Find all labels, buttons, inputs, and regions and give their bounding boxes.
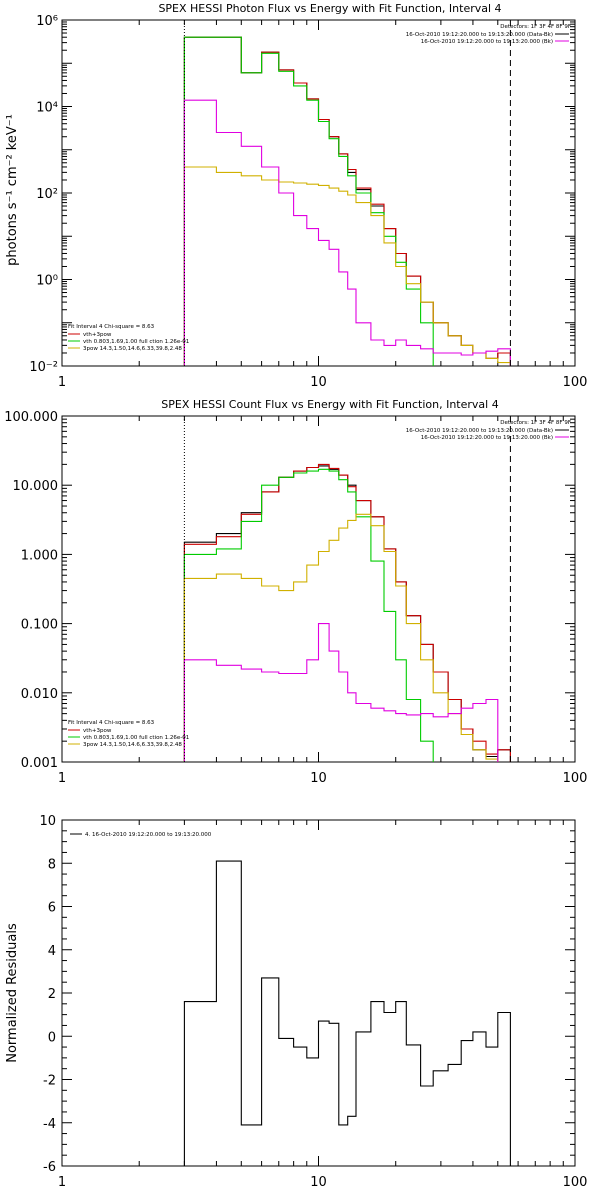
y-tick-label: 0.100: [21, 618, 58, 633]
chart-title: SPEX HESSI Photon Flux vs Energy with Fi…: [158, 2, 501, 15]
chart-title: SPEX HESSI Count Flux vs Energy with Fit…: [161, 398, 498, 411]
y-ticks: 10⁻² 10⁰ 10² 10⁴ 10⁶: [29, 14, 575, 375]
x-tick-label: 10: [310, 1175, 327, 1190]
fit-legend: Fit Interval 4 Chi-square = 8.63 vth+3pow…: [68, 324, 189, 352]
x-tick-label: 1: [58, 375, 66, 390]
y-tick-label: 1.000: [21, 548, 58, 563]
plot-2: SPEX HESSI Count Flux vs Energy with Fit…: [4, 398, 587, 786]
plot-3: Normalized Residuals 1 10 100 -6 -4 -2 0 2 4 6 8 10 4…: [5, 814, 587, 1190]
y-tick-label: 10⁶: [36, 14, 58, 29]
x-tick-label: 10: [310, 375, 327, 390]
y-axis-label: Normalized Residuals: [5, 923, 20, 1063]
y-tick-label: 0.010: [21, 687, 58, 702]
legend-detectors: Detectors: 1F 3F 4F 8F 9F: [500, 24, 571, 30]
y-tick-label: 4: [48, 944, 56, 959]
series-line: [183, 463, 511, 762]
series-line: [183, 36, 449, 366]
series-line: [183, 99, 511, 366]
fit-legend-entry: vth+3pow: [83, 728, 112, 734]
fit-legend-entry: 3pow 14.3,1.50,14.6,6.33,39.8,2.48: [83, 346, 182, 352]
fit-legend-header: Fit Interval 4 Chi-square = 8.63: [68, 720, 155, 726]
y-tick-label: 0.001: [21, 756, 58, 771]
x-tick-label: 100: [563, 1175, 588, 1190]
legend-entry: 4. 16-Oct-2010 19:12:20.000 to 19:13:20.…: [85, 832, 212, 838]
x-tick-label: 100: [563, 375, 588, 390]
series-group: [183, 463, 536, 762]
fit-legend-entry: vth 0.803,1.69,1.00 full ction 1.26e-01: [83, 339, 189, 345]
y-tick-label: -4: [43, 1117, 56, 1132]
fit-legend-entry: vth+3pow: [83, 332, 112, 338]
plots: SPEX HESSI Photon Flux vs Energy with Fi…: [4, 2, 587, 1190]
series-line: [183, 860, 511, 1166]
legend-entry: 16-Oct-2010 19:12:20.000 to 19:13:20.000…: [406, 32, 553, 38]
legend-detectors: Detectors: 1F 3F 4F 8F 9F: [500, 420, 571, 426]
series-line: [183, 513, 536, 762]
legend-entry: 16-Oct-2010 19:12:20.000 to 19:13:20.000…: [406, 428, 553, 434]
x-tick-label: 10: [310, 771, 327, 786]
plot-1: SPEX HESSI Photon Flux vs Energy with Fi…: [5, 2, 587, 390]
y-tick-label: 10⁴: [36, 101, 58, 116]
y-tick-label: 100.000: [4, 410, 58, 425]
y-tick-label: 10²: [36, 187, 58, 202]
y-tick-label: -2: [43, 1074, 56, 1089]
x-tick-label: 1: [58, 1175, 66, 1190]
y-tick-label: 6: [48, 901, 56, 916]
series-line: [183, 468, 449, 762]
y-tick-label: 10.000: [13, 479, 59, 494]
series-group: [183, 860, 511, 1166]
series-line: [183, 166, 511, 366]
y-tick-label: 0: [48, 1030, 56, 1045]
fit-legend: Fit Interval 4 Chi-square = 8.63 vth+3pow…: [68, 720, 189, 748]
y-tick-label: 8: [48, 857, 56, 872]
y-tick-label: 10⁻²: [29, 360, 58, 375]
y-tick-label: 10: [39, 814, 56, 829]
x-ticks: 1 10 100: [58, 820, 588, 1190]
series-line: [183, 623, 499, 762]
series-group: [183, 36, 511, 366]
fit-legend-entry: vth 0.803,1.69,1.00 full ction 1.26e-01: [83, 735, 189, 741]
top-legend: Detectors: 1F 3F 4F 8F 9F 16-Oct-2010 19:…: [406, 24, 571, 45]
y-tick-label: -6: [43, 1160, 56, 1175]
y-ticks: -6 -4 -2 0 2 4 6 8 10: [39, 814, 575, 1175]
y-axis-label: photons s⁻¹ cm⁻² keV⁻¹: [5, 114, 20, 266]
fit-legend-entry: 3pow 14.3,1.50,14.6,6.33,39.8,2.48: [83, 742, 182, 748]
top-legend: Detectors: 1F 3F 4F 8F 9F 16-Oct-2010 19:…: [406, 420, 571, 441]
x-tick-label: 100: [563, 771, 588, 786]
residual-legend: 4. 16-Oct-2010 19:12:20.000 to 19:13:20.…: [70, 832, 212, 838]
legend-entry: 16-Oct-2010 19:12:20.000 to 19:13:20.000…: [421, 39, 553, 45]
legend-entry: 16-Oct-2010 19:12:20.000 to 19:13:20.000…: [421, 435, 553, 441]
fit-legend-header: Fit Interval 4 Chi-square = 8.63: [68, 324, 155, 330]
y-ticks: 0.001 0.010 0.100 1.000 10.000 100.000: [4, 410, 575, 771]
x-tick-label: 1: [58, 771, 66, 786]
y-tick-label: 2: [48, 987, 56, 1002]
y-tick-label: 10⁰: [36, 274, 58, 289]
